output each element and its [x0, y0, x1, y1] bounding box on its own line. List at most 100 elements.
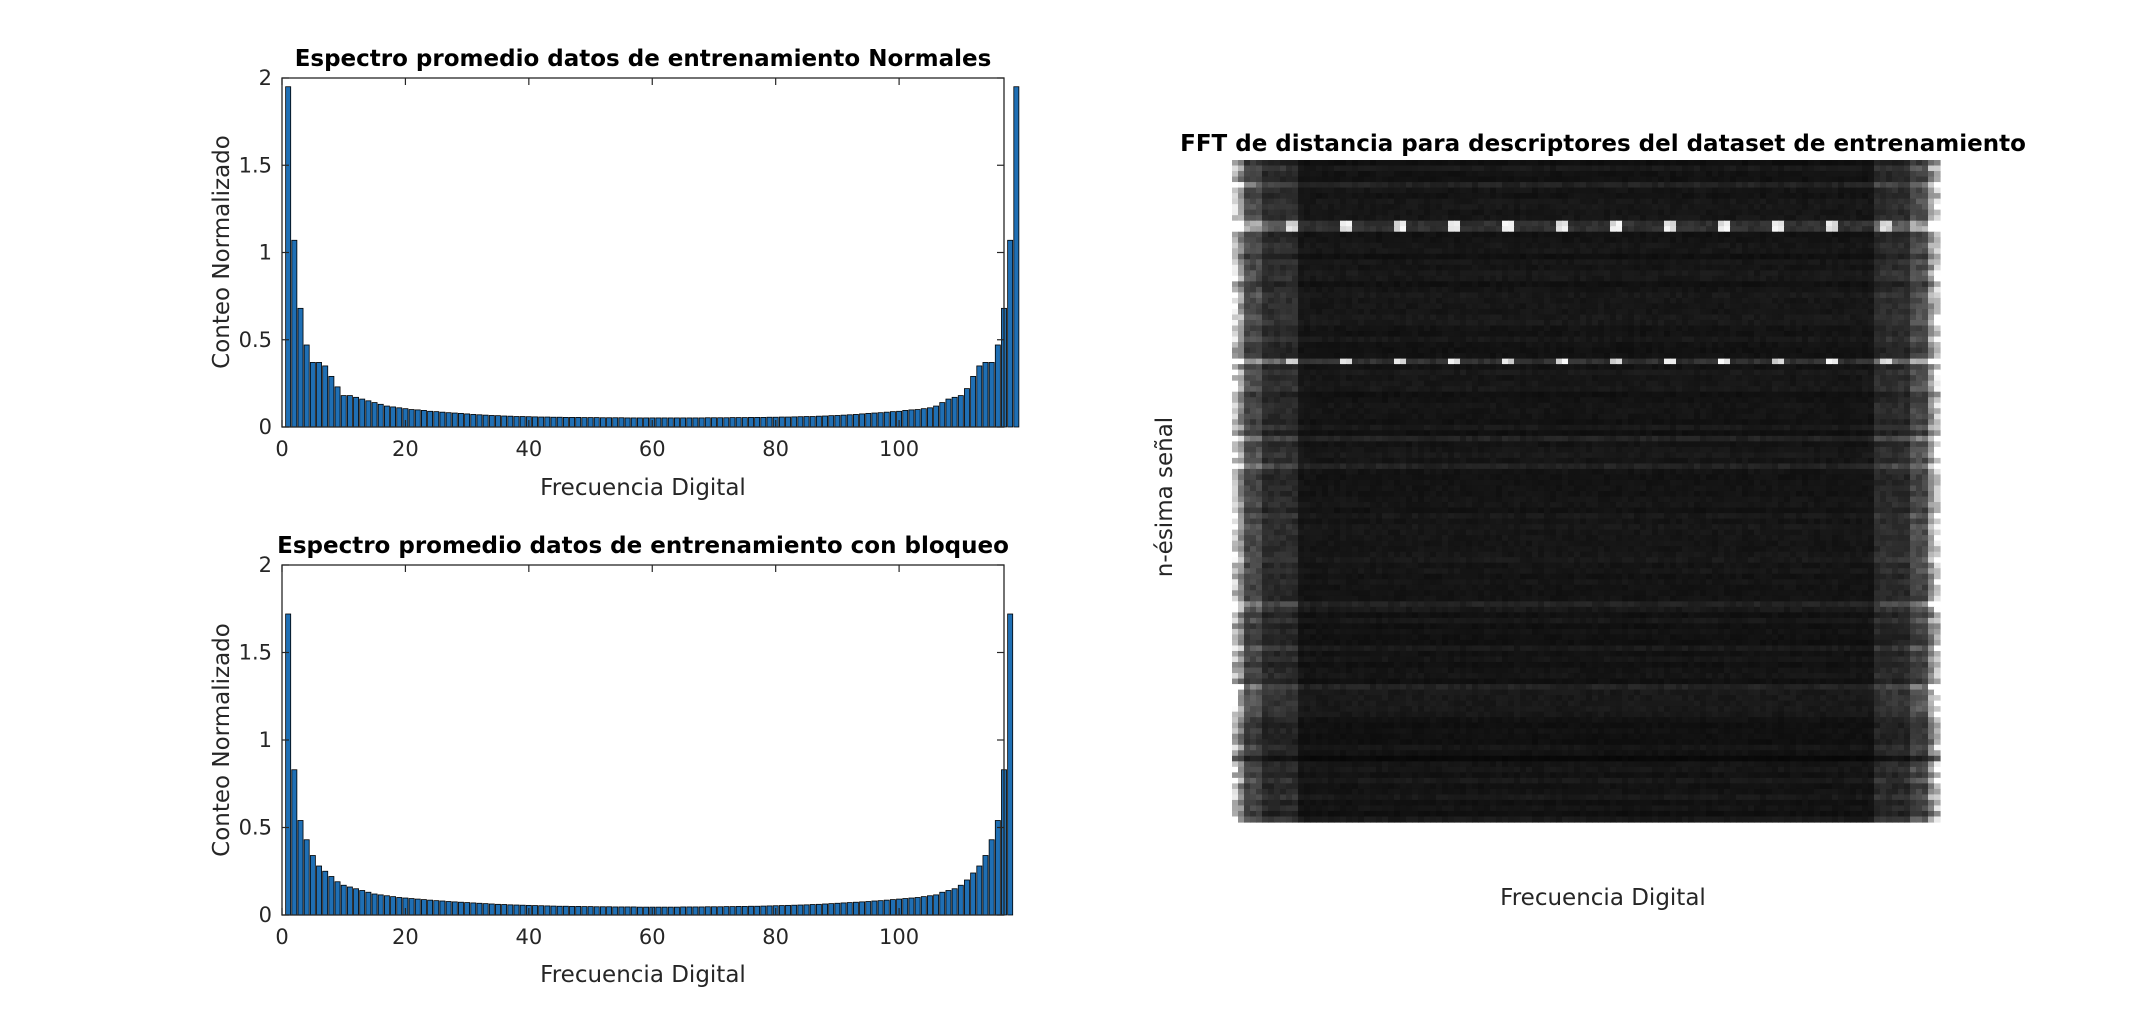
bar — [988, 362, 995, 428]
bar — [612, 417, 619, 428]
bar — [877, 900, 884, 916]
bar — [556, 416, 563, 428]
bar — [532, 416, 538, 428]
x-tick-label: 60 — [639, 925, 666, 949]
bar — [852, 901, 859, 916]
bar — [396, 407, 403, 428]
bar — [933, 405, 940, 428]
bar — [766, 905, 773, 916]
bar — [717, 906, 724, 916]
bar — [439, 900, 446, 916]
bar — [334, 386, 341, 428]
y-tick-label: 0.5 — [239, 328, 272, 352]
bar — [889, 411, 896, 428]
bar — [575, 906, 582, 916]
bar — [303, 839, 310, 916]
bar — [390, 406, 397, 428]
bar — [550, 905, 557, 916]
bar — [470, 414, 477, 428]
bar — [445, 412, 452, 428]
x-tick-label: 20 — [392, 925, 419, 949]
bar — [501, 904, 508, 916]
heatmap-image — [1232, 160, 1941, 823]
bar — [908, 409, 915, 428]
bar — [581, 417, 588, 428]
bar — [834, 415, 841, 428]
bar — [328, 375, 335, 428]
bar — [674, 417, 680, 428]
bar — [420, 410, 427, 428]
bar — [569, 906, 575, 916]
bar — [859, 413, 865, 428]
bar — [550, 416, 557, 428]
bar — [562, 905, 569, 916]
subplot-normales: Espectro promedio datos de entrenamiento… — [209, 46, 1020, 501]
bar — [538, 416, 545, 428]
chart-title: Espectro promedio datos de entrenamiento… — [295, 46, 992, 72]
y-tick-label: 1.5 — [239, 153, 272, 177]
bar — [951, 888, 958, 916]
tick-labels: 0 20 40 60 80 100 0 0.5 1 1.5 2 — [239, 553, 1004, 949]
bar — [630, 906, 637, 916]
bar — [544, 416, 551, 428]
bar — [618, 906, 625, 916]
axes-box — [281, 77, 1005, 428]
bar — [451, 412, 458, 428]
bar — [359, 398, 366, 428]
bar — [538, 905, 545, 916]
bar — [544, 905, 551, 916]
y-tick-label: 0.5 — [239, 816, 272, 840]
x-axis-label: Frecuencia Digital — [1500, 885, 1706, 911]
x-tick-label: 80 — [762, 925, 789, 949]
bar — [883, 899, 890, 916]
bar — [976, 865, 983, 916]
bar — [291, 239, 298, 428]
bar — [970, 375, 977, 428]
subplot-fft-heatmap: FFT de distancia para descriptores del d… — [1152, 131, 2026, 911]
x-tick-label: 100 — [879, 437, 919, 461]
bar — [476, 902, 483, 916]
bar — [748, 905, 754, 916]
bar — [587, 906, 594, 916]
bar — [785, 904, 791, 916]
bar — [920, 408, 927, 428]
bar — [883, 411, 890, 428]
bar — [692, 417, 699, 428]
bar — [889, 899, 896, 916]
bar — [1007, 239, 1014, 428]
x-tick-label: 40 — [515, 437, 542, 461]
bar — [902, 410, 909, 428]
bar — [723, 417, 730, 428]
x-tick-label: 40 — [515, 925, 542, 949]
bar — [593, 906, 600, 916]
bar — [828, 903, 835, 916]
bar — [680, 906, 687, 916]
bar — [334, 881, 341, 916]
bar — [914, 897, 921, 916]
bar — [464, 413, 471, 428]
bar — [729, 417, 736, 428]
bar — [390, 896, 397, 916]
bar — [822, 903, 828, 916]
bar — [495, 415, 501, 428]
y-tick-label: 2 — [259, 553, 272, 577]
bar — [408, 898, 415, 916]
bar — [340, 395, 347, 428]
bar — [587, 417, 594, 428]
bar — [840, 414, 847, 428]
bar — [470, 902, 477, 916]
bar — [877, 412, 884, 428]
bar — [704, 906, 711, 916]
y-axis-label: Conteo Normalizado — [209, 135, 235, 369]
chart-title: FFT de distancia para descriptores del d… — [1180, 131, 2026, 157]
bar — [760, 416, 767, 428]
bar — [581, 906, 588, 916]
bar — [834, 902, 841, 916]
subplot-bloqueo: Espectro promedio datos de entrenamiento… — [209, 533, 1014, 988]
y-tick-label: 1.5 — [239, 641, 272, 665]
bar — [865, 412, 872, 428]
bar — [612, 906, 619, 916]
x-tick-label: 20 — [392, 437, 419, 461]
bar — [778, 416, 785, 428]
bar — [593, 417, 600, 428]
